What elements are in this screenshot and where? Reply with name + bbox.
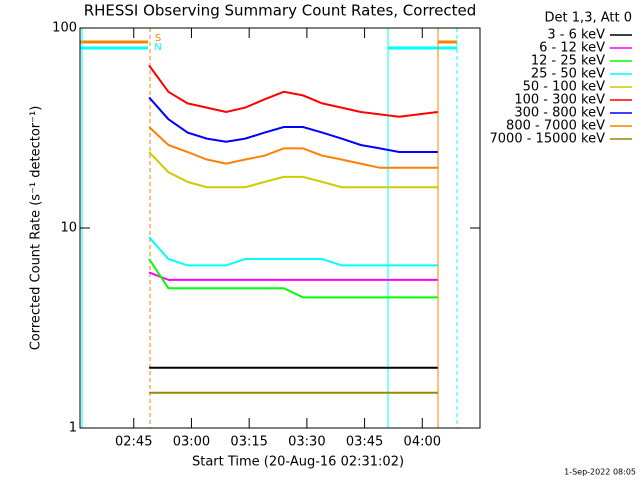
legend-label: 3 - 6 keV: [547, 28, 605, 43]
legend-label: 100 - 300 keV: [514, 93, 605, 108]
x-tick-label: 02:45: [115, 435, 152, 450]
legend-label: 6 - 12 keV: [539, 41, 605, 56]
x-tick-label: 03:00: [173, 435, 210, 450]
chart-title: RHESSI Observing Summary Count Rates, Co…: [84, 2, 477, 20]
legend-label: 300 - 800 keV: [514, 106, 605, 121]
series-line: [148, 96, 438, 153]
series-line: [148, 64, 438, 118]
series-line: [148, 271, 438, 281]
legend-label: 25 - 50 keV: [531, 67, 605, 82]
legend-label: 50 - 100 keV: [523, 80, 606, 95]
x-tick-label: 03:15: [230, 435, 267, 450]
legend-label: 7000 - 15000 keV: [490, 132, 606, 147]
legend-label: 800 - 7000 keV: [506, 119, 605, 134]
flag-label: N: [154, 42, 161, 53]
series-line: [148, 236, 438, 267]
x-axis-label: Start Time (20-Aug-16 02:31:02): [192, 455, 404, 470]
x-tick-label: 03:45: [346, 435, 383, 450]
y-axis-label: Corrected Count Rate (s⁻¹ detector⁻¹): [29, 106, 44, 351]
legend-title: Det 1,3, Att 0: [545, 11, 632, 26]
x-tick-label: 03:30: [288, 435, 325, 450]
legend-label: 12 - 25 keV: [531, 54, 605, 69]
footer: 1-Sep-2022 08:05: [564, 468, 636, 477]
y-tick-label: 100: [52, 21, 77, 36]
series-line: [148, 258, 438, 299]
y-tick-label: 1: [69, 421, 77, 436]
series-line: [148, 151, 438, 189]
series-line: [148, 126, 438, 169]
x-tick-label: 04:00: [404, 435, 441, 450]
y-tick-label: 10: [60, 221, 77, 236]
flag-label: S: [155, 33, 161, 44]
